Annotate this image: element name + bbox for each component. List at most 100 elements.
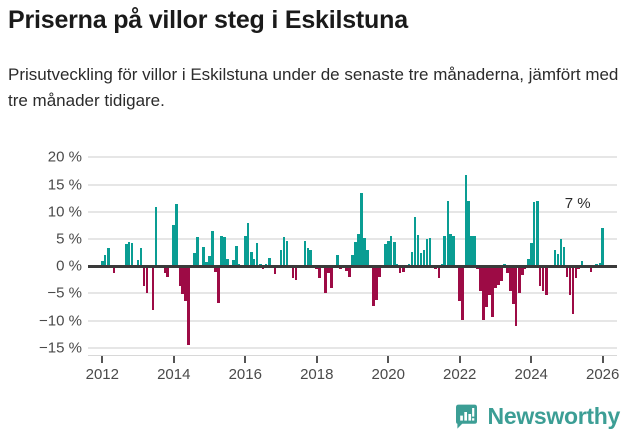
bar[interactable] (136, 260, 140, 267)
bar[interactable] (208, 256, 211, 267)
bar[interactable] (193, 252, 196, 267)
bar[interactable] (205, 261, 208, 267)
bar[interactable] (500, 266, 503, 281)
bar[interactable] (351, 254, 354, 267)
bar[interactable] (514, 266, 518, 327)
bar[interactable] (419, 252, 423, 267)
bar[interactable] (223, 237, 226, 267)
bar[interactable] (556, 253, 560, 267)
bar[interactable] (580, 260, 584, 267)
bar[interactable] (494, 266, 497, 288)
bar[interactable] (375, 266, 378, 300)
bar[interactable] (282, 237, 286, 267)
bar[interactable] (425, 239, 429, 267)
bar[interactable] (327, 266, 330, 274)
bar[interactable] (416, 235, 420, 267)
bar[interactable] (577, 266, 581, 270)
bar[interactable] (243, 236, 247, 267)
bar[interactable] (488, 266, 491, 296)
bar[interactable] (100, 260, 104, 267)
bar[interactable] (175, 203, 178, 267)
bar[interactable] (464, 174, 468, 267)
bar[interactable] (318, 266, 321, 279)
bar[interactable] (532, 202, 536, 267)
bar[interactable] (330, 266, 334, 288)
bar[interactable] (166, 266, 169, 278)
bar[interactable] (384, 244, 387, 267)
bar[interactable] (574, 266, 578, 279)
bar[interactable] (211, 231, 214, 267)
bar[interactable] (354, 241, 357, 267)
bar[interactable] (398, 266, 402, 274)
bar[interactable] (467, 200, 470, 267)
bar[interactable] (601, 228, 604, 267)
bar[interactable] (309, 250, 312, 267)
bar[interactable] (518, 266, 521, 294)
bar[interactable] (184, 266, 187, 302)
bar[interactable] (378, 266, 381, 278)
bar[interactable] (345, 266, 348, 272)
bar[interactable] (544, 266, 548, 295)
bar[interactable] (452, 236, 455, 267)
bar[interactable] (491, 266, 494, 317)
bar[interactable] (232, 260, 235, 267)
bar[interactable] (124, 244, 128, 267)
bar[interactable] (235, 245, 238, 267)
bar[interactable] (163, 266, 167, 273)
bar[interactable] (485, 266, 488, 308)
bar[interactable] (285, 241, 289, 267)
bar[interactable] (535, 200, 539, 267)
bar[interactable] (458, 266, 462, 301)
bar[interactable] (505, 266, 509, 273)
bar[interactable] (541, 266, 545, 292)
bar[interactable] (142, 266, 146, 286)
newsworthy-logo[interactable]: Newsworthy (453, 403, 620, 430)
bar[interactable] (214, 266, 217, 272)
bar[interactable] (446, 200, 450, 267)
bar[interactable] (386, 241, 390, 267)
bar[interactable] (130, 243, 134, 267)
bar[interactable] (107, 247, 110, 267)
bar[interactable] (294, 266, 298, 280)
bar[interactable] (103, 255, 107, 267)
bar[interactable] (187, 266, 191, 346)
bar[interactable] (154, 207, 158, 267)
bar[interactable] (428, 237, 432, 267)
bar[interactable] (482, 266, 485, 320)
bar[interactable] (246, 222, 250, 267)
bar[interactable] (529, 243, 533, 267)
bar[interactable] (291, 266, 295, 279)
bar[interactable] (413, 217, 417, 267)
bar[interactable] (217, 266, 220, 303)
bar[interactable] (512, 266, 515, 305)
bar[interactable] (145, 266, 149, 293)
bar[interactable] (371, 266, 375, 307)
bar[interactable] (267, 258, 271, 267)
bar[interactable] (127, 241, 131, 267)
bar[interactable] (443, 236, 446, 267)
bar[interactable] (250, 252, 253, 267)
bar[interactable] (559, 239, 563, 267)
bar[interactable] (410, 252, 414, 267)
bar[interactable] (255, 243, 259, 267)
bar[interactable] (479, 266, 482, 291)
bar[interactable] (303, 240, 307, 267)
bar[interactable] (401, 266, 405, 272)
bar[interactable] (562, 246, 566, 267)
bar[interactable] (362, 237, 366, 267)
bar[interactable] (366, 249, 369, 267)
bar[interactable] (220, 236, 223, 267)
bar[interactable] (139, 248, 143, 267)
bar[interactable] (437, 266, 441, 279)
bar[interactable] (568, 266, 572, 296)
bar[interactable] (520, 266, 524, 275)
bar[interactable] (181, 266, 184, 294)
bar[interactable] (172, 225, 176, 267)
bar[interactable] (196, 237, 200, 267)
bar[interactable] (538, 266, 542, 286)
bar[interactable] (473, 236, 477, 267)
bar[interactable] (261, 266, 265, 270)
bar[interactable] (226, 259, 229, 267)
bar[interactable] (589, 266, 593, 272)
bar[interactable] (306, 247, 310, 267)
